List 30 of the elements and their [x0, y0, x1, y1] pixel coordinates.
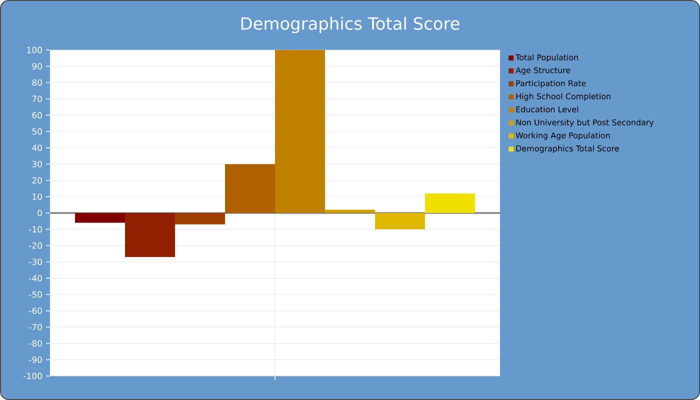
y-tick-label: -30	[29, 258, 42, 266]
chart-title: Demographics Total Score	[241, 16, 460, 34]
bar	[125, 213, 175, 258]
y-tick-label: 60	[32, 112, 42, 118]
y-tick-label: -20	[29, 242, 42, 249]
y-tick-label: 70	[32, 96, 42, 102]
y-tick-label: -40	[29, 275, 42, 282]
bar	[275, 50, 325, 213]
y-tick-label: -10	[29, 226, 42, 233]
bar	[225, 164, 275, 213]
y-tick-label: 40	[32, 144, 42, 152]
y-tick-label: -50	[29, 291, 42, 298]
bar	[425, 193, 476, 213]
y-tick-label: 10	[32, 194, 42, 200]
bar	[74, 213, 125, 223]
y-tick-label: 20	[32, 177, 42, 184]
bar	[175, 213, 225, 224]
y-tick-label: 0	[38, 210, 42, 216]
y-tick-label: -90	[29, 356, 42, 363]
y-tick-label: -60	[29, 308, 42, 314]
bar	[375, 213, 426, 230]
y-tick-label: 30	[32, 160, 42, 168]
bar	[325, 210, 375, 213]
y-tick-label: 100	[27, 46, 42, 54]
y-tick-label: 50	[32, 128, 42, 135]
y-tick-label: -80	[29, 340, 42, 347]
y-tick-label: 80	[32, 79, 42, 86]
y-tick-label: -100	[24, 372, 42, 380]
y-tick-label: -70	[29, 324, 42, 330]
y-tick-label: 90	[32, 63, 42, 70]
